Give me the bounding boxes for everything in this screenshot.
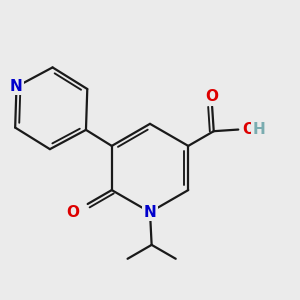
Text: N: N: [10, 79, 23, 94]
Text: N: N: [144, 205, 156, 220]
Text: O: O: [67, 205, 80, 220]
Text: O: O: [242, 122, 255, 137]
Text: H: H: [253, 122, 265, 137]
Text: O: O: [206, 89, 219, 104]
